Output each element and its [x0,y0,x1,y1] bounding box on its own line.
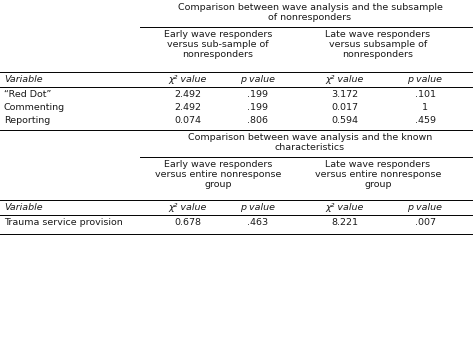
Text: .459: .459 [414,116,436,125]
Text: p value: p value [408,203,443,212]
Text: χ² value: χ² value [169,203,207,212]
Text: “Red Dot”: “Red Dot” [4,90,51,99]
Text: 0.594: 0.594 [331,116,358,125]
Text: Early wave responders: Early wave responders [164,160,272,169]
Text: Variable: Variable [4,75,43,84]
Text: Comparison between wave analysis and the known: Comparison between wave analysis and the… [188,133,432,142]
Text: characteristics: characteristics [275,143,345,152]
Text: .101: .101 [414,90,436,99]
Text: χ² value: χ² value [326,75,364,84]
Text: versus entire nonresponse: versus entire nonresponse [315,170,441,179]
Text: versus entire nonresponse: versus entire nonresponse [155,170,281,179]
Text: 2.492: 2.492 [174,90,201,99]
Text: .463: .463 [247,218,269,227]
Text: Reporting: Reporting [4,116,50,125]
Text: p value: p value [240,203,275,212]
Text: .007: .007 [414,218,436,227]
Text: Commenting: Commenting [4,103,65,112]
Text: nonresponders: nonresponders [343,50,413,59]
Text: 0.678: 0.678 [174,218,201,227]
Text: 0.017: 0.017 [331,103,358,112]
Text: Trauma service provision: Trauma service provision [4,218,123,227]
Text: Late wave responders: Late wave responders [326,30,430,39]
Text: versus sub-sample of: versus sub-sample of [167,40,269,49]
Text: χ² value: χ² value [326,203,364,212]
Text: 1: 1 [422,103,428,112]
Text: 3.172: 3.172 [331,90,358,99]
Text: 2.492: 2.492 [174,103,201,112]
Text: 8.221: 8.221 [331,218,358,227]
Text: group: group [364,180,392,189]
Text: Comparison between wave analysis and the subsample: Comparison between wave analysis and the… [178,3,442,12]
Text: group: group [204,180,232,189]
Text: 0.074: 0.074 [174,116,201,125]
Text: Early wave responders: Early wave responders [164,30,272,39]
Text: of nonresponders: of nonresponders [268,13,352,22]
Text: .199: .199 [247,90,268,99]
Text: p value: p value [408,75,443,84]
Text: .199: .199 [247,103,268,112]
Text: p value: p value [240,75,275,84]
Text: versus subsample of: versus subsample of [329,40,427,49]
Text: χ² value: χ² value [169,75,207,84]
Text: Late wave responders: Late wave responders [326,160,430,169]
Text: .806: .806 [247,116,268,125]
Text: nonresponders: nonresponders [182,50,254,59]
Text: Variable: Variable [4,203,43,212]
